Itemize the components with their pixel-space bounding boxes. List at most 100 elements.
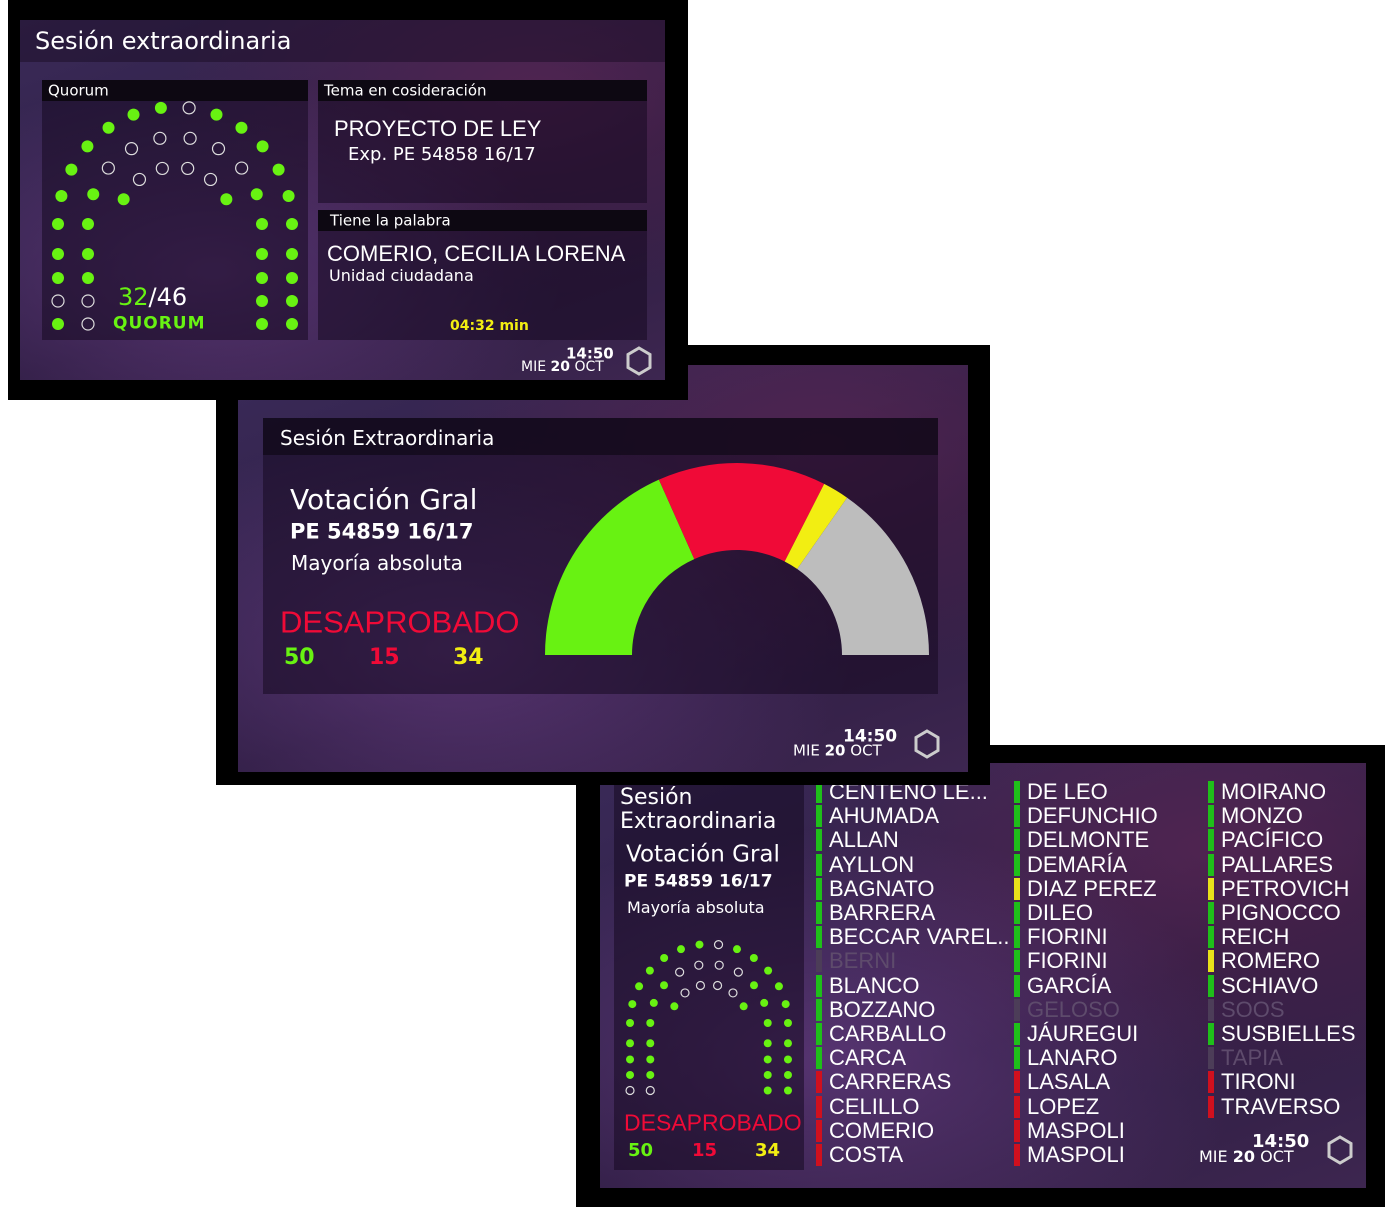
seat (733, 945, 742, 954)
seat (256, 218, 268, 230)
vote-indicator (816, 998, 822, 1021)
seat (256, 272, 268, 284)
member-name: MONZO (1221, 803, 1303, 829)
member-name: PETROVICH (1221, 875, 1350, 901)
title: Sesión Extraordinaria (620, 785, 777, 834)
member-name: AYLLON (829, 851, 915, 877)
total: /46 (148, 283, 188, 311)
vote-indicator (1208, 1023, 1214, 1045)
seat (183, 131, 197, 145)
speaker-time: 04:32 min (450, 318, 529, 334)
day: 20 (824, 741, 846, 760)
seat (713, 940, 724, 950)
speaker-panel (318, 210, 647, 340)
seat (676, 945, 685, 954)
vote-indicator (816, 805, 822, 828)
member-name: BERNI (829, 948, 897, 974)
panel-header (42, 80, 308, 101)
vote-indicator (816, 974, 822, 997)
member-name: TIRONI (1221, 1069, 1296, 1095)
vote-indicator (816, 902, 822, 924)
seat (81, 317, 95, 331)
seat (211, 142, 226, 156)
side-panel (614, 779, 804, 1170)
member-name: MASPOLI (1027, 1117, 1125, 1143)
seat (733, 967, 743, 977)
vote-indicator (1208, 998, 1214, 1021)
vote-indicator (1208, 829, 1214, 852)
member-name: MASPOLI (1027, 1142, 1125, 1167)
gauge-segment (784, 483, 848, 569)
seat (783, 1086, 792, 1095)
member-name: BLANCO (829, 972, 920, 998)
member-name: PALLARES (1221, 851, 1334, 877)
member-name: LOPEZ (1027, 1093, 1100, 1119)
topic-header: Tema en cosideración (324, 81, 487, 100)
member-name: BAGNATO (829, 875, 935, 901)
vote-indicator (1014, 1119, 1020, 1142)
vote-indicator (816, 1095, 822, 1118)
seat (695, 980, 706, 991)
result: DESAPROBADO (280, 604, 520, 640)
member-name: SUSBIELLES (1221, 1021, 1356, 1046)
seat (81, 294, 95, 308)
member-name: CELILLO (829, 1093, 920, 1119)
vote-indicator (1014, 950, 1020, 973)
seat (286, 295, 298, 307)
topic-title: PROYECTO DE LEY (334, 116, 542, 141)
member-name: REICH (1221, 924, 1290, 950)
clock-date: MIE 20 OCT (1199, 1149, 1294, 1165)
seat (210, 108, 223, 121)
seat (626, 1039, 635, 1048)
vote-indicator (1014, 926, 1020, 949)
vote-indicator (816, 1144, 822, 1166)
member-name: CENTENO LE... (829, 779, 988, 804)
quorum-label: QUORUM (113, 313, 206, 334)
member-name: BECCAR VAREL.. (829, 924, 1010, 950)
seat (783, 1039, 792, 1048)
member-name: TAPIA (1221, 1045, 1283, 1071)
header-bar (20, 20, 665, 62)
seat (286, 218, 298, 230)
member-name: DELMONTE (1027, 827, 1150, 853)
weekday: MIE (793, 741, 820, 760)
present: 32 (118, 283, 149, 311)
member-name: GARCÍA (1027, 972, 1112, 998)
vote-indicator (816, 1119, 822, 1142)
vote-indicator (1014, 974, 1020, 997)
member-name: BARRERA (829, 900, 936, 925)
member-name: TRAVERSO (1221, 1093, 1341, 1119)
member-name: PIGNOCCO (1221, 900, 1341, 925)
seat (250, 188, 263, 201)
seat (81, 140, 94, 153)
seat (649, 998, 658, 1007)
member-name: LASALA (1027, 1069, 1111, 1095)
seat (51, 294, 65, 308)
member-name: CARCA (829, 1045, 907, 1071)
member-name: MOIRANO (1221, 779, 1327, 804)
speaker-party: Unidad ciudadana (329, 266, 474, 285)
vote-indicator (816, 829, 822, 852)
seat (52, 272, 64, 284)
vote-indicator (1014, 1095, 1020, 1118)
vote-indicator (1208, 1047, 1214, 1070)
vote-indicator (1014, 877, 1020, 900)
seat (52, 248, 64, 260)
seat (256, 318, 268, 330)
seat (646, 1019, 655, 1027)
abstention: 34 (755, 1140, 781, 1161)
month: OCT (1260, 1147, 1294, 1166)
topic-reference: Exp. PE 54858 16/17 (348, 144, 536, 165)
negative: 15 (692, 1140, 718, 1161)
seat (182, 101, 196, 115)
day: 20 (1232, 1147, 1255, 1166)
seat (645, 1085, 655, 1096)
seat (749, 981, 758, 990)
seat (763, 1086, 772, 1095)
majority: Mayoría absoluta (627, 898, 765, 917)
seat (675, 967, 685, 977)
member-name: JÁUREGUI (1027, 1021, 1139, 1046)
quorum-count: 32/46 (118, 285, 187, 309)
